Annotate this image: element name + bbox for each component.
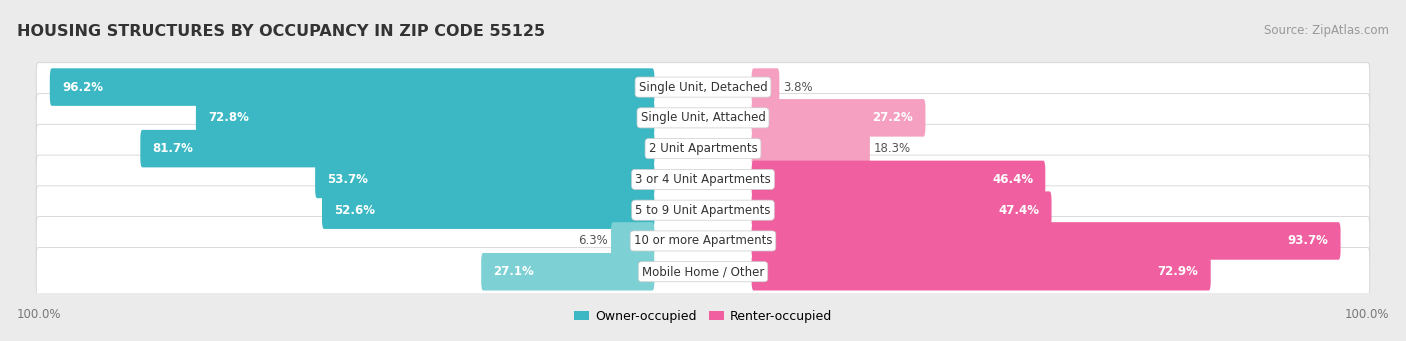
FancyBboxPatch shape [752, 253, 1211, 291]
Text: 5 to 9 Unit Apartments: 5 to 9 Unit Apartments [636, 204, 770, 217]
Text: 52.6%: 52.6% [335, 204, 375, 217]
Text: 81.7%: 81.7% [152, 142, 194, 155]
Text: 3.8%: 3.8% [783, 80, 813, 93]
FancyBboxPatch shape [37, 63, 1369, 112]
Text: Single Unit, Detached: Single Unit, Detached [638, 80, 768, 93]
FancyBboxPatch shape [195, 99, 654, 137]
FancyBboxPatch shape [752, 191, 1052, 229]
FancyBboxPatch shape [752, 99, 925, 137]
Legend: Owner-occupied, Renter-occupied: Owner-occupied, Renter-occupied [568, 305, 838, 328]
Text: HOUSING STRUCTURES BY OCCUPANCY IN ZIP CODE 55125: HOUSING STRUCTURES BY OCCUPANCY IN ZIP C… [17, 24, 546, 39]
Text: 100.0%: 100.0% [1344, 308, 1389, 321]
Text: 27.2%: 27.2% [873, 112, 914, 124]
Text: 6.3%: 6.3% [578, 235, 607, 248]
Text: 27.1%: 27.1% [494, 265, 534, 278]
Text: 53.7%: 53.7% [328, 173, 368, 186]
Text: Source: ZipAtlas.com: Source: ZipAtlas.com [1264, 24, 1389, 37]
FancyBboxPatch shape [37, 186, 1369, 235]
Text: Single Unit, Attached: Single Unit, Attached [641, 112, 765, 124]
FancyBboxPatch shape [612, 222, 654, 260]
FancyBboxPatch shape [315, 161, 654, 198]
Text: 10 or more Apartments: 10 or more Apartments [634, 235, 772, 248]
Text: Mobile Home / Other: Mobile Home / Other [641, 265, 765, 278]
FancyBboxPatch shape [141, 130, 654, 167]
FancyBboxPatch shape [322, 191, 654, 229]
Text: 46.4%: 46.4% [993, 173, 1033, 186]
FancyBboxPatch shape [752, 222, 1340, 260]
FancyBboxPatch shape [481, 253, 654, 291]
Text: 72.8%: 72.8% [208, 112, 249, 124]
Text: 96.2%: 96.2% [62, 80, 103, 93]
Text: 47.4%: 47.4% [998, 204, 1039, 217]
Text: 100.0%: 100.0% [17, 308, 62, 321]
FancyBboxPatch shape [37, 124, 1369, 173]
FancyBboxPatch shape [37, 248, 1369, 296]
FancyBboxPatch shape [752, 68, 779, 106]
Text: 93.7%: 93.7% [1288, 235, 1329, 248]
Text: 2 Unit Apartments: 2 Unit Apartments [648, 142, 758, 155]
Text: 18.3%: 18.3% [873, 142, 910, 155]
FancyBboxPatch shape [37, 217, 1369, 265]
FancyBboxPatch shape [752, 161, 1045, 198]
Text: 72.9%: 72.9% [1157, 265, 1198, 278]
Text: 3 or 4 Unit Apartments: 3 or 4 Unit Apartments [636, 173, 770, 186]
FancyBboxPatch shape [752, 130, 870, 167]
FancyBboxPatch shape [37, 93, 1369, 142]
FancyBboxPatch shape [37, 155, 1369, 204]
FancyBboxPatch shape [49, 68, 654, 106]
